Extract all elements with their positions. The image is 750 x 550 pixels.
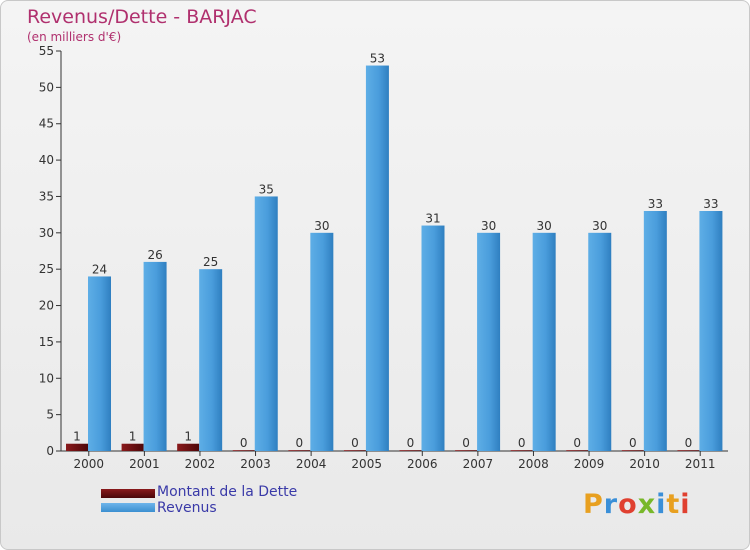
x-tick-label: 2009 [574,457,605,471]
data-label-dette: 0 [518,436,526,450]
x-tick-label: 2011 [685,457,716,471]
data-label-revenus: 31 [425,212,440,226]
data-label-dette: 0 [296,436,304,450]
chart-subtitle: (en milliers d'€) [27,30,122,44]
data-label-revenus: 30 [314,219,329,233]
bar-revenus [532,232,556,451]
bar-dette [621,450,644,451]
x-tick-label: 2002 [185,457,216,471]
bar-dette [510,450,533,451]
bar-dette [232,450,255,451]
bar-dette [121,443,144,451]
data-label-revenus: 30 [537,219,552,233]
data-label-dette: 1 [184,430,192,444]
chart-title: Revenus/Dette - BARJAC [27,6,257,28]
bar-dette [66,443,88,451]
y-tick-label: 35 [39,189,54,203]
y-tick-label: 5 [46,408,54,422]
x-tick-label: 2010 [629,457,660,471]
data-label-dette: 0 [462,436,470,450]
data-label-revenus: 35 [259,182,274,196]
x-tick-label: 2005 [351,457,382,471]
bar-revenus [310,232,334,451]
y-tick-label: 25 [39,262,54,276]
bar-dette [343,450,366,451]
data-label-revenus: 30 [481,219,496,233]
bar-revenus [365,65,389,451]
x-tick-label: 2007 [463,457,494,471]
x-tick-label: 2003 [240,457,271,471]
bar-dette [399,450,422,451]
data-label-dette: 0 [240,436,248,450]
y-tick-label: 50 [39,80,54,94]
x-tick-label: 2006 [407,457,438,471]
data-label-dette: 1 [73,430,81,444]
data-label-revenus: 24 [92,262,107,276]
x-tick-label: 2004 [296,457,327,471]
data-label-dette: 1 [129,430,137,444]
y-tick-label: 10 [39,371,54,385]
data-label-dette: 0 [351,436,359,450]
bar-revenus [199,269,223,451]
y-tick-label: 40 [39,153,54,167]
bar-revenus [421,225,445,451]
bar-dette [566,450,589,451]
bar-dette [177,443,200,451]
bar-dette [288,450,311,451]
y-tick-label: 0 [46,444,54,458]
logo-text: Proxiti [583,489,691,520]
data-label-dette: 0 [573,436,581,450]
y-tick-label: 30 [39,226,54,240]
data-label-revenus: 26 [147,248,162,262]
data-label-dette: 0 [407,436,415,450]
legend-swatch-revenus [101,503,155,512]
y-tick-label: 55 [39,44,54,58]
data-label-revenus: 33 [648,197,663,211]
data-label-revenus: 30 [592,219,607,233]
legend-swatch-dette [101,489,155,498]
bar-revenus [254,196,278,451]
data-label-revenus: 25 [203,255,218,269]
data-label-dette: 0 [685,436,693,450]
proxiti-logo: Proxiti [583,489,691,520]
bar-revenus [643,211,667,451]
y-tick-label: 15 [39,335,54,349]
data-label-revenus: 33 [703,197,718,211]
bar-revenus [477,232,501,451]
x-tick-label: 2008 [518,457,549,471]
bar-dette [455,450,478,451]
x-tick-label: 2000 [74,457,105,471]
x-tick-label: 2001 [129,457,160,471]
bar-revenus [588,232,612,451]
bar-dette [677,450,700,451]
bar-revenus [699,211,723,451]
y-tick-label: 45 [39,117,54,131]
bar-revenus [88,276,111,451]
legend-label-dette: Montant de la Dette [157,484,298,500]
legend-label-revenus: Revenus [157,500,217,516]
data-label-dette: 0 [629,436,637,450]
data-label-revenus: 53 [370,52,385,66]
y-tick-label: 20 [39,299,54,313]
bar-revenus [143,261,167,451]
